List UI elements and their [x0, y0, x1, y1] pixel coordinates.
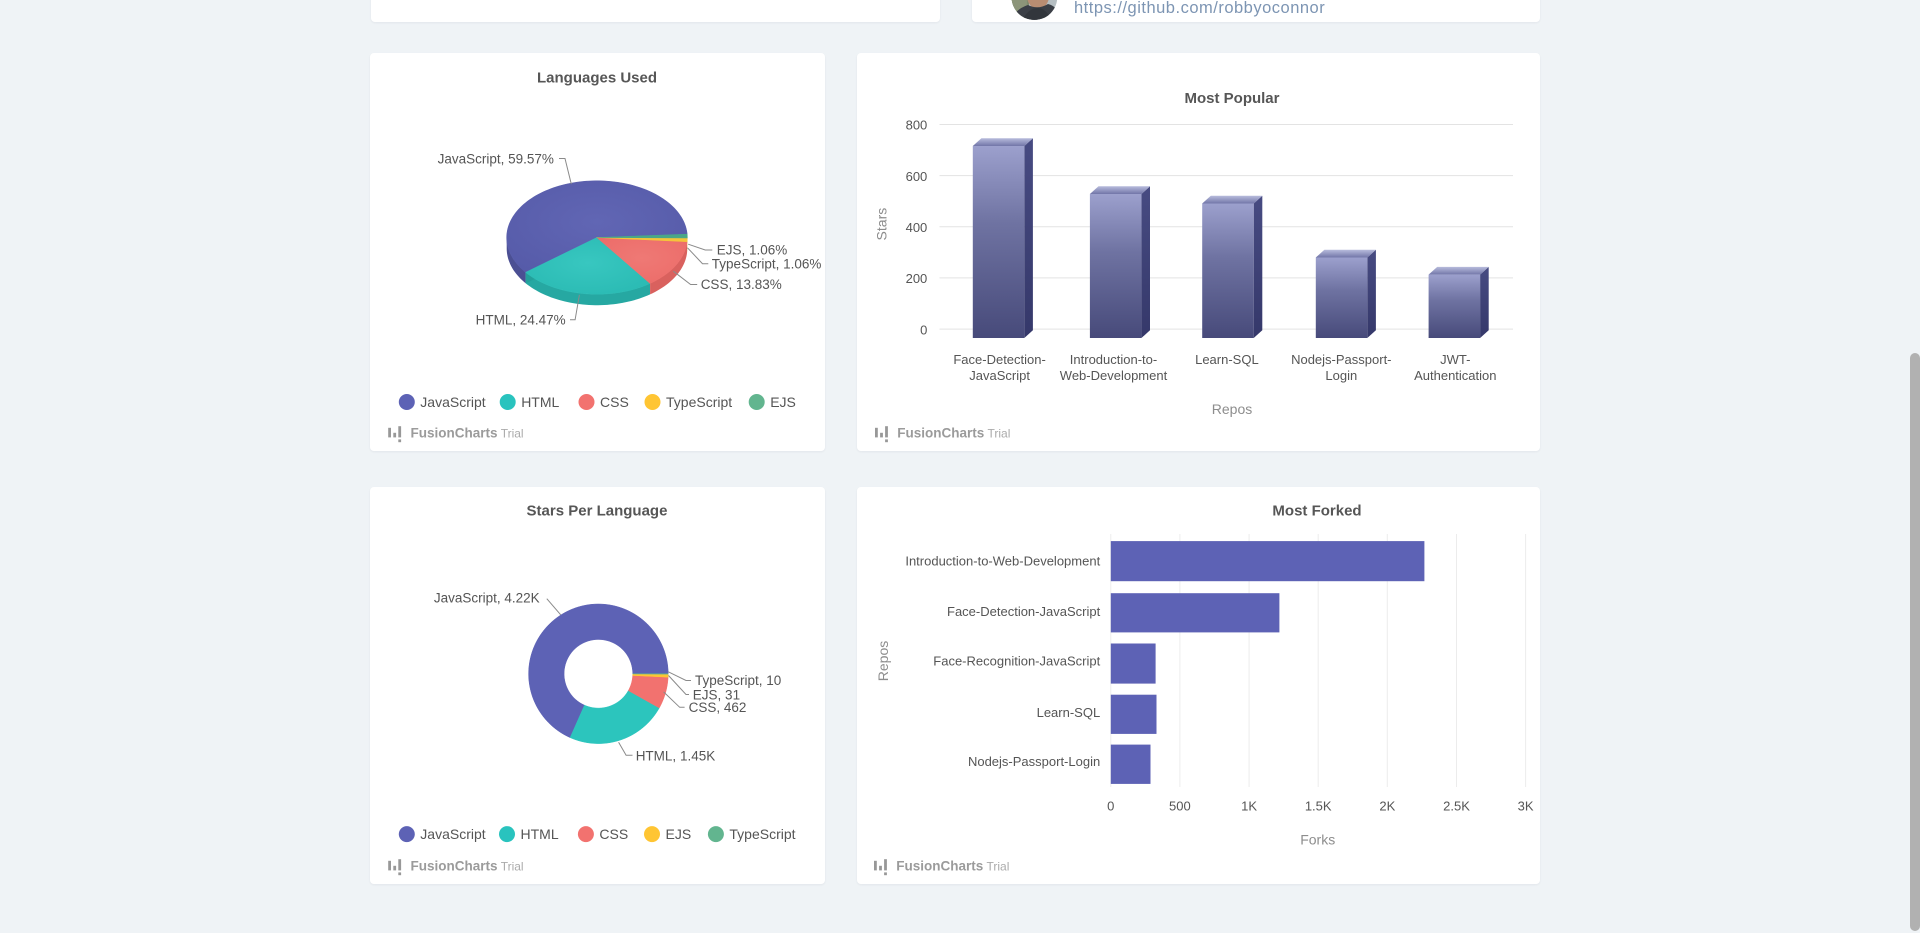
- svg-text:EJS, 31: EJS, 31: [693, 687, 740, 702]
- svg-text:JWT-: JWT-: [1440, 351, 1470, 366]
- svg-text:200: 200: [906, 271, 928, 286]
- svg-text:0: 0: [920, 322, 927, 337]
- svg-text:Trial: Trial: [501, 859, 524, 873]
- svg-text:3K: 3K: [1518, 798, 1534, 813]
- svg-text:FusionCharts: FusionCharts: [896, 858, 983, 873]
- svg-text:EJS, 1.06%: EJS, 1.06%: [717, 242, 788, 257]
- svg-text:JavaScript, 59.57%: JavaScript, 59.57%: [438, 151, 554, 166]
- svg-text:Face-Recognition-JavaScript: Face-Recognition-JavaScript: [933, 653, 1100, 668]
- svg-text:1K: 1K: [1241, 798, 1257, 813]
- svg-text:FusionCharts: FusionCharts: [411, 858, 498, 873]
- svg-text:HTML, 1.45K: HTML, 1.45K: [636, 748, 716, 763]
- svg-text:FusionCharts: FusionCharts: [411, 425, 498, 440]
- svg-text:Face-Detection-JavaScript: Face-Detection-JavaScript: [947, 603, 1101, 618]
- svg-text:CSS, 13.83%: CSS, 13.83%: [701, 277, 782, 292]
- svg-text:Trial: Trial: [987, 859, 1010, 873]
- svg-text:Stars: Stars: [874, 207, 890, 240]
- svg-text:400: 400: [906, 220, 928, 235]
- svg-text:HTML: HTML: [521, 393, 559, 409]
- svg-text:Web-Development: Web-Development: [1060, 367, 1168, 382]
- svg-text:TypeScript: TypeScript: [729, 825, 795, 841]
- svg-text:https://github.com/robbyoconno: https://github.com/robbyoconnor: [1074, 0, 1325, 17]
- svg-text:TypeScript, 10: TypeScript, 10: [695, 672, 781, 687]
- svg-text:Nodejs-Passport-: Nodejs-Passport-: [1291, 351, 1391, 366]
- svg-text:Stars Per Language: Stars Per Language: [527, 502, 668, 519]
- svg-text:600: 600: [906, 168, 928, 183]
- svg-text:800: 800: [906, 117, 928, 132]
- svg-text:Languages Used: Languages Used: [537, 69, 657, 86]
- svg-text:Trial: Trial: [501, 426, 524, 440]
- svg-text:Authentication: Authentication: [1414, 367, 1496, 382]
- svg-text:0: 0: [1107, 798, 1114, 813]
- svg-text:EJS: EJS: [666, 825, 692, 841]
- svg-text:JavaScript: JavaScript: [420, 825, 485, 841]
- svg-text:Nodejs-Passport-Login: Nodejs-Passport-Login: [968, 753, 1100, 768]
- svg-text:Repos: Repos: [875, 640, 891, 680]
- svg-text:1.5K: 1.5K: [1305, 798, 1332, 813]
- svg-text:Learn-SQL: Learn-SQL: [1037, 704, 1101, 719]
- svg-text:Most Popular: Most Popular: [1184, 90, 1279, 107]
- svg-text:Repos: Repos: [1212, 400, 1252, 416]
- svg-text:2K: 2K: [1379, 798, 1395, 813]
- svg-text:Most Forked: Most Forked: [1272, 502, 1361, 519]
- svg-text:Trial: Trial: [988, 426, 1011, 440]
- svg-text:CSS: CSS: [599, 825, 628, 841]
- svg-text:FusionCharts: FusionCharts: [897, 425, 984, 440]
- svg-text:2.5K: 2.5K: [1443, 798, 1470, 813]
- svg-text:Introduction-to-: Introduction-to-: [1070, 351, 1157, 366]
- svg-text:Login: Login: [1325, 367, 1357, 382]
- svg-text:CSS: CSS: [600, 393, 629, 409]
- svg-text:Face-Detection-: Face-Detection-: [953, 351, 1045, 366]
- svg-text:JavaScript: JavaScript: [420, 393, 485, 409]
- svg-text:HTML, 24.47%: HTML, 24.47%: [476, 312, 566, 327]
- svg-text:TypeScript: TypeScript: [666, 393, 732, 409]
- svg-text:HTML: HTML: [521, 825, 559, 841]
- svg-text:Introduction-to-Web-Developmen: Introduction-to-Web-Development: [905, 553, 1100, 568]
- svg-text:JavaScript: JavaScript: [969, 367, 1030, 382]
- svg-text:JavaScript, 4.22K: JavaScript, 4.22K: [434, 590, 540, 605]
- svg-text:CSS, 462: CSS, 462: [689, 700, 747, 715]
- svg-text:Learn-SQL: Learn-SQL: [1195, 351, 1259, 366]
- svg-text:TypeScript, 1.06%: TypeScript, 1.06%: [712, 256, 822, 271]
- svg-text:500: 500: [1169, 798, 1191, 813]
- svg-text:Forks: Forks: [1300, 831, 1335, 847]
- svg-text:EJS: EJS: [770, 393, 796, 409]
